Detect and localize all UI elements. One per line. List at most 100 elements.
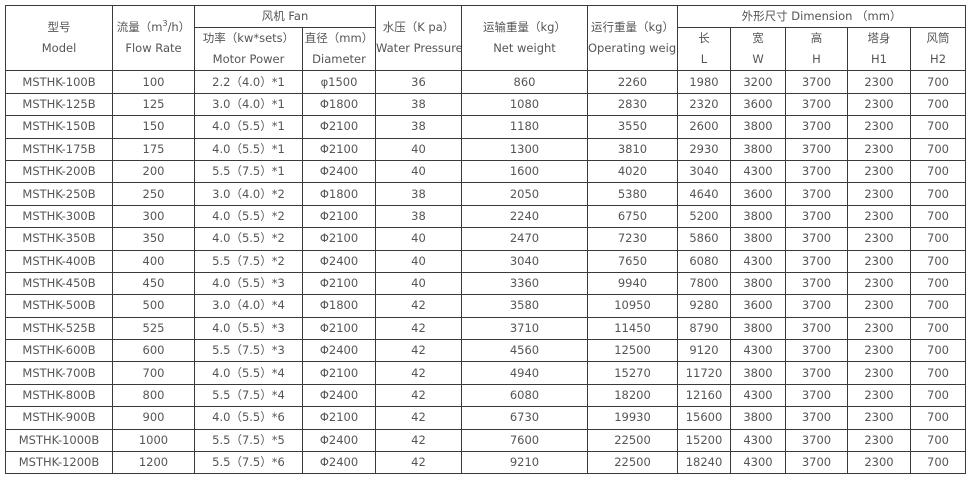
table-cell: 3800 [730, 137, 786, 161]
table-cell: 40 [375, 249, 462, 273]
table-cell: 3700 [785, 182, 848, 206]
table-cell: 2300 [847, 316, 911, 341]
table-row: MSTHK-125B 125 3.0（4.0）*1 Φ1800 38 1080 2830 23… [5, 92, 967, 117]
table-cell: 3700 [785, 294, 848, 318]
table-cell: φ1500 [302, 70, 376, 94]
table-cell: 3700 [785, 406, 848, 430]
table-cell: 12500 [587, 339, 678, 363]
header-dim-en: H [812, 52, 821, 67]
table-row: MSTHK-1000B 1000 5.5（7.5）*5 Φ2400 42 7600 2250… [5, 428, 967, 453]
header-d-cn: 直径（mm） [304, 31, 374, 46]
header-ow-cn: 运行重量（kg） [591, 20, 674, 35]
table-cell: 38 [375, 182, 462, 206]
table-cell: 38 [375, 204, 462, 229]
table-cell: 5200 [677, 204, 731, 229]
table-cell: 5.5（7.5）*5 [194, 428, 303, 453]
table-cell: 3700 [785, 316, 848, 341]
table-cell: 19930 [587, 406, 678, 430]
table-cell: 250 [112, 182, 195, 206]
table-cell: 100 [112, 70, 195, 94]
table-row: MSTHK-175B 175 4.0（5.5）*1 Φ2100 40 1300 3810 29… [5, 137, 967, 161]
table-cell: 3700 [785, 339, 848, 363]
table-cell: 5.5（7.5）*4 [194, 383, 303, 408]
header-wp-en: Water Pressure [376, 41, 462, 56]
table-cell: 2300 [847, 204, 911, 229]
table-cell: 2050 [461, 182, 588, 206]
table-cell: 5.5（7.5）*2 [194, 249, 303, 273]
header-water-pressure: 水压（K pa） Water Pressure [375, 4, 462, 72]
header-dim-cn: 长 [698, 31, 710, 46]
table-cell: 2300 [847, 339, 911, 363]
table-cell: 40 [375, 271, 462, 296]
table-cell: 2300 [847, 383, 911, 408]
table-body: MSTHK-100B 100 2.2（4.0）*1 φ1500 36 860 2260 198… [5, 70, 967, 475]
table-cell: Φ2100 [302, 115, 376, 139]
table-cell: 3800 [730, 316, 786, 341]
table-cell: 36 [375, 70, 462, 94]
table-cell: 42 [375, 406, 462, 430]
table-cell: 9940 [587, 271, 678, 296]
table-cell: 700 [909, 115, 967, 139]
table-cell: 600 [112, 339, 195, 363]
header-operating-weight: 运行重量（kg） Operating weight [587, 4, 678, 72]
table-cell: 2300 [847, 182, 911, 206]
table-cell: 4.0（5.5）*1 [194, 115, 303, 139]
header-dim-h2: 风筒 H2 [909, 27, 967, 72]
table-cell: 700 [909, 316, 967, 341]
table-cell: 3040 [677, 159, 731, 184]
table-row: MSTHK-100B 100 2.2（4.0）*1 φ1500 36 860 2260 198… [5, 70, 967, 94]
table-cell: 2300 [847, 137, 911, 161]
table-cell: 400 [112, 249, 195, 273]
table-cell: Φ2100 [302, 137, 376, 161]
table-cell: 2300 [847, 428, 911, 453]
table-cell: 2300 [847, 361, 911, 385]
table-cell: 2300 [847, 70, 911, 94]
table-cell: MSTHK-500B [5, 294, 113, 318]
table-cell: 3700 [785, 428, 848, 453]
table-row: MSTHK-700B 700 4.0（5.5）*4 Φ2100 42 4940 15270 1… [5, 361, 967, 385]
table-cell: 3.0（4.0）*1 [194, 92, 303, 117]
table-cell: 2830 [587, 92, 678, 117]
table-cell: 18200 [587, 383, 678, 408]
header-wp-cn: 水压（K pa） [382, 20, 455, 35]
table-cell: 4.0（5.5）*3 [194, 271, 303, 296]
table-cell: 1300 [461, 137, 588, 161]
table-cell: 700 [909, 92, 967, 117]
table-cell: Φ1800 [302, 182, 376, 206]
header-fan: 风机 Fan [194, 4, 376, 29]
header-flow-cn-post: /h） [167, 20, 191, 35]
table-cell: Φ2100 [302, 406, 376, 430]
header-dim-en: W [752, 52, 764, 67]
table-cell: 12160 [677, 383, 731, 408]
table-cell: 15200 [677, 428, 731, 453]
table-cell: 800 [112, 383, 195, 408]
table-cell: MSTHK-700B [5, 361, 113, 385]
table-cell: 42 [375, 451, 462, 475]
table-cell: 7230 [587, 227, 678, 251]
table-cell: 4640 [677, 182, 731, 206]
table-cell: 3.0（4.0）*4 [194, 294, 303, 318]
table-cell: 2300 [847, 249, 911, 273]
table-cell: 2930 [677, 137, 731, 161]
table-cell: 300 [112, 204, 195, 229]
table-cell: 3040 [461, 249, 588, 273]
table-cell: 38 [375, 92, 462, 117]
table-cell: 2300 [847, 159, 911, 184]
table-row: MSTHK-200B 200 5.5（7.5）*1 Φ2400 40 1600 4020 30… [5, 159, 967, 184]
table-cell: 700 [909, 451, 967, 475]
table-cell: 3700 [785, 271, 848, 296]
table-cell: 3800 [730, 406, 786, 430]
table-cell: 4940 [461, 361, 588, 385]
header-dim-cn: 高 [810, 31, 823, 46]
table-cell: 4300 [730, 451, 786, 475]
table-cell: Φ2100 [302, 316, 376, 341]
table-cell: 2600 [677, 115, 731, 139]
table-cell: 4560 [461, 339, 588, 363]
table-cell: 4.0（5.5）*1 [194, 137, 303, 161]
table-cell: 7650 [587, 249, 678, 273]
table-cell: 6080 [677, 249, 731, 273]
table-cell: 4300 [730, 428, 786, 453]
table-cell: 3700 [785, 70, 848, 94]
table-cell: MSTHK-525B [5, 316, 113, 341]
table-cell: MSTHK-1000B [5, 428, 113, 453]
